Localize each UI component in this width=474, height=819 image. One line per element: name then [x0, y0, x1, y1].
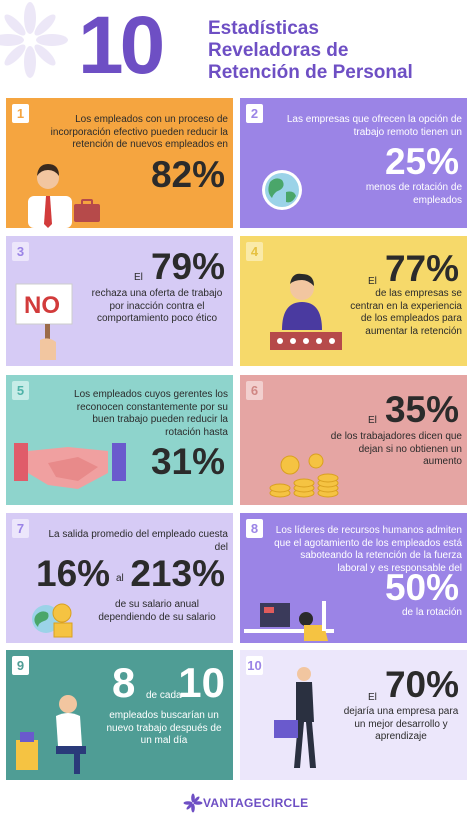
card-number: 8 — [246, 519, 263, 538]
card-percent: 35% — [384, 389, 459, 430]
card-subtext: menos de rotación de empleados — [365, 182, 462, 206]
stat-card-6: 6 El 35% de los trabajadores dicen que d… — [240, 375, 467, 505]
header: 10 Estadísticas Reveladoras de Retención… — [0, 0, 474, 92]
card-number: 5 — [12, 381, 29, 400]
globe-icon — [262, 170, 302, 210]
no-sign-icon — [15, 283, 73, 360]
card-percent-max: 213% — [130, 553, 225, 594]
card-text: Los líderes de recursos humanos admiten … — [274, 525, 462, 574]
card-number: 4 — [246, 242, 263, 261]
card-big-b: 10 — [178, 659, 225, 706]
stat-card-3: 3 El 79% rechaza una oferta de trabajo p… — [6, 236, 233, 366]
card-percent: 31% — [150, 441, 225, 482]
card-percent: 25% — [384, 141, 459, 182]
card-number: 1 — [12, 104, 29, 123]
card-number: 3 — [12, 242, 29, 261]
card-mid-word: de cada — [146, 690, 182, 701]
stat-card-1: 1 Los empleados con un proceso de incorp… — [6, 98, 233, 228]
card-text: de las empresas se centran en la experie… — [350, 288, 462, 337]
header-number: 10 — [78, 0, 165, 91]
card-pre: El — [134, 272, 143, 283]
stat-card-4: 4 El 77% de las empresas se centran en l… — [240, 236, 467, 366]
card-subtext: de la rotación — [401, 607, 462, 618]
card-number: 6 — [246, 381, 263, 400]
card-pre: El — [368, 415, 377, 426]
tired-employee-icon — [16, 695, 86, 774]
card-number: 7 — [12, 519, 29, 538]
stat-card-10: 10 El 70% dejaría una empresa para un me… — [240, 650, 467, 780]
card-text: de los trabajadores dicen que dejan si n… — [330, 431, 462, 467]
footer: VANTAGECIRCLE — [0, 788, 474, 819]
stat-card-5: 5 Los empleados cuyos gerentes los recon… — [6, 375, 233, 505]
card-text: dejaría una empresa para un mejor desarr… — [343, 706, 459, 742]
card-text: Los empleados cuyos gerentes los reconoc… — [74, 389, 228, 438]
page-title: Estadísticas Reveladoras de Retención de… — [208, 18, 413, 83]
coins-icon — [269, 453, 339, 498]
card-number: 9 — [12, 656, 29, 675]
walking-businessman-icon — [274, 667, 316, 768]
card-subtext: de su salario anual dependiendo de su sa… — [98, 599, 216, 623]
card-percent: 82% — [150, 154, 225, 195]
stat-card-2: 2 Las empresas que ofrecen la opción de … — [240, 98, 467, 228]
handshake-icon — [14, 443, 126, 489]
card-text: rechaza una oferta de trabajo por inacci… — [91, 288, 223, 324]
brand-name: VANTAGECIRCLE — [203, 796, 309, 810]
card-percent: 70% — [384, 664, 459, 705]
card-pre: El — [368, 692, 377, 703]
stat-card-7: 7 La salida promedio del empleado cuesta… — [6, 513, 233, 643]
vantage-circle-logo-icon — [183, 793, 203, 813]
card-text: La salida promedio del empleado cuesta d… — [48, 529, 228, 553]
card-percent: 79% — [150, 246, 225, 287]
card-percent-min: 16% — [36, 553, 111, 594]
stat-card-8: 8 Los líderes de recursos humanos admite… — [240, 513, 467, 643]
stat-card-9: 9 8 de cada 10 empleados buscarían un nu… — [6, 650, 233, 780]
card-pre: El — [368, 276, 377, 287]
rating-employee-icon — [270, 273, 342, 350]
businessman-icon — [28, 164, 100, 228]
card-big-a: 8 — [112, 659, 136, 706]
card-percent: 77% — [384, 248, 459, 289]
card-text: Los empleados con un proceso de incorpor… — [50, 114, 228, 150]
card-text: Las empresas que ofrecen la opción de tr… — [286, 114, 462, 138]
card-percent: 50% — [384, 567, 459, 608]
exhausted-worker-icon — [244, 601, 334, 641]
flower-decoration-icon — [0, 2, 68, 78]
card-mid-word: al — [116, 573, 124, 584]
no-sign-text: NO — [24, 292, 60, 319]
card-number: 2 — [246, 104, 263, 123]
globe-coins-icon — [32, 603, 73, 638]
card-text: empleados buscarían un nuevo trabajo des… — [106, 710, 222, 746]
card-number: 10 — [246, 656, 263, 675]
